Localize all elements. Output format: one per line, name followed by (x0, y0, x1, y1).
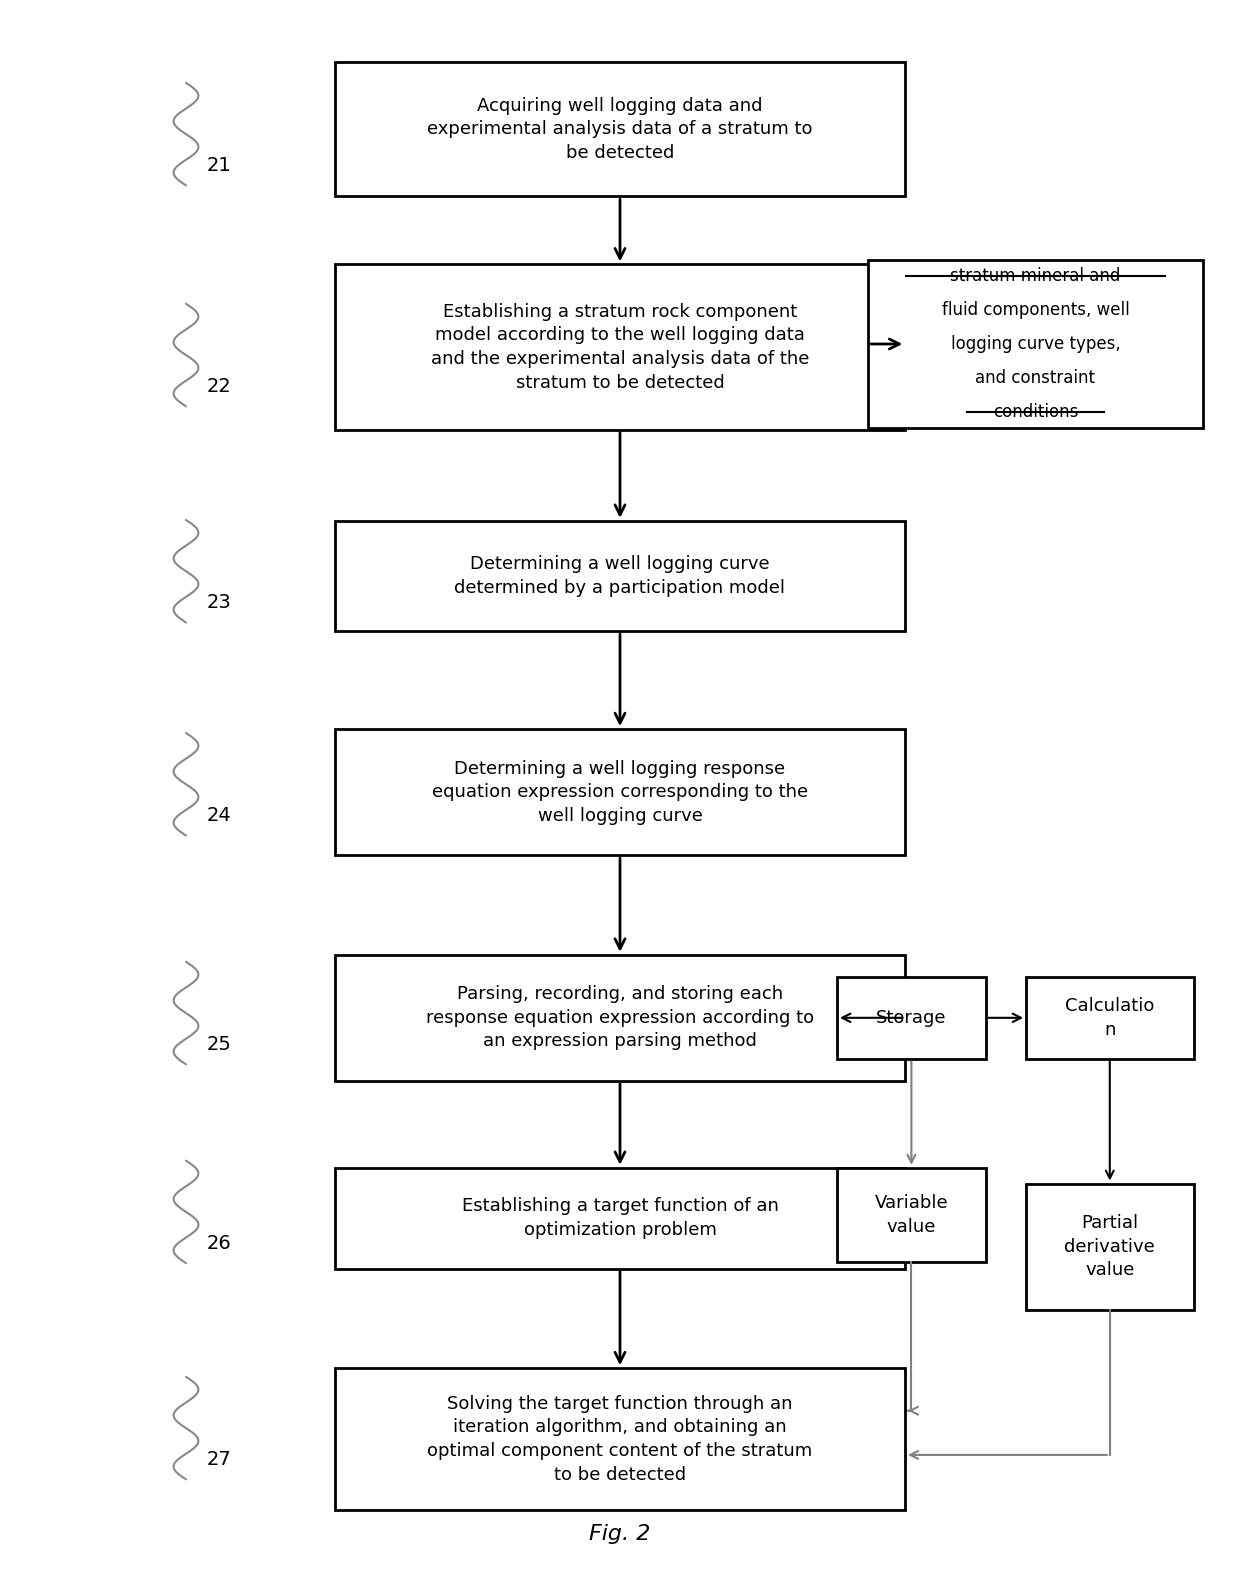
Bar (1025, 977, 1193, 1059)
Text: Partial
derivative
value: Partial derivative value (1064, 1213, 1156, 1280)
Text: conditions: conditions (993, 402, 1078, 421)
Text: stratum mineral and: stratum mineral and (950, 267, 1121, 286)
Bar (868, 259, 1203, 428)
Text: Fig. 2: Fig. 2 (589, 1524, 651, 1543)
Text: and constraint: and constraint (976, 369, 1095, 387)
Bar (335, 729, 905, 855)
Bar (335, 521, 905, 631)
Text: Determining a well logging response
equation expression corresponding to the
wel: Determining a well logging response equa… (432, 759, 808, 825)
Text: 27: 27 (207, 1450, 232, 1469)
Text: Solving the target function through an
iteration algorithm, and obtaining an
opt: Solving the target function through an i… (428, 1395, 812, 1483)
Bar (335, 63, 905, 197)
Text: Storage: Storage (877, 1008, 946, 1027)
Bar (837, 977, 986, 1059)
Text: Calculatio
n: Calculatio n (1065, 997, 1154, 1038)
Text: 25: 25 (207, 1035, 232, 1054)
Bar (335, 955, 905, 1081)
Text: Acquiring well logging data and
experimental analysis data of a stratum to
be de: Acquiring well logging data and experime… (428, 96, 812, 163)
Text: 24: 24 (207, 806, 232, 825)
Text: 26: 26 (207, 1234, 232, 1253)
Text: Establishing a stratum rock component
model according to the well logging data
a: Establishing a stratum rock component mo… (430, 303, 810, 391)
Bar (335, 1368, 905, 1510)
Text: Establishing a target function of an
optimization problem: Establishing a target function of an opt… (461, 1198, 779, 1239)
Text: logging curve types,: logging curve types, (951, 335, 1120, 353)
Text: Determining a well logging curve
determined by a participation model: Determining a well logging curve determi… (455, 555, 785, 596)
Text: fluid components, well: fluid components, well (941, 301, 1130, 319)
Bar (335, 1168, 905, 1269)
Text: Parsing, recording, and storing each
response equation expression according to
a: Parsing, recording, and storing each res… (425, 985, 815, 1051)
Text: 21: 21 (207, 156, 232, 175)
Text: 23: 23 (207, 593, 232, 612)
Text: 22: 22 (207, 377, 232, 396)
Bar (335, 264, 905, 429)
Bar (837, 1168, 986, 1262)
Bar (1025, 1184, 1193, 1310)
Text: Variable
value: Variable value (874, 1195, 949, 1236)
